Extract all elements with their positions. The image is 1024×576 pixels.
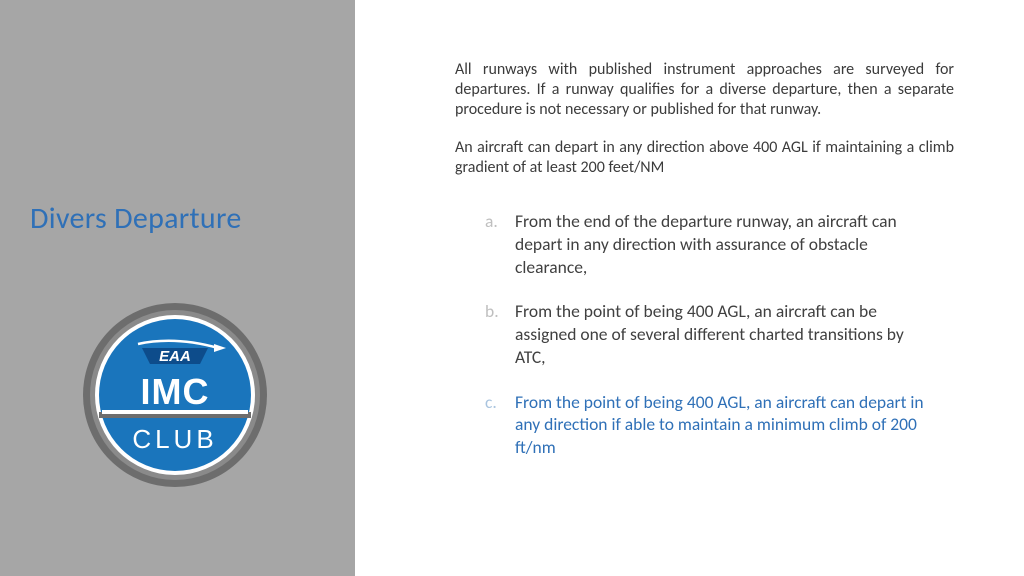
option-text: From the point of being 400 AGL, an airc… bbox=[515, 300, 954, 368]
options-list: a. From the end of the departure runway,… bbox=[455, 196, 954, 459]
intro-paragraph-2: An aircraft can depart in any direction … bbox=[455, 138, 954, 178]
page-title: Divers Departure bbox=[0, 200, 355, 237]
svg-text:IMC: IMC bbox=[141, 371, 210, 412]
option-text: From the end of the departure runway, an… bbox=[515, 210, 954, 278]
main-content: All runways with published instrument ap… bbox=[355, 0, 1024, 576]
option-c: c. From the point of being 400 AGL, an a… bbox=[485, 391, 954, 459]
imc-club-logo: EAA IMC CLUB bbox=[80, 300, 270, 495]
sidebar: Divers Departure EAA IMC CLUB bbox=[0, 0, 355, 576]
option-b: b. From the point of being 400 AGL, an a… bbox=[485, 300, 954, 368]
option-text: From the point of being 400 AGL, an airc… bbox=[515, 391, 954, 459]
option-letter: c. bbox=[485, 391, 515, 459]
svg-text:EAA: EAA bbox=[159, 348, 191, 365]
svg-text:CLUB: CLUB bbox=[132, 424, 217, 454]
option-a: a. From the end of the departure runway,… bbox=[485, 210, 954, 278]
option-letter: b. bbox=[485, 300, 515, 368]
option-letter: a. bbox=[485, 210, 515, 278]
intro-paragraph-1: All runways with published instrument ap… bbox=[455, 60, 954, 120]
